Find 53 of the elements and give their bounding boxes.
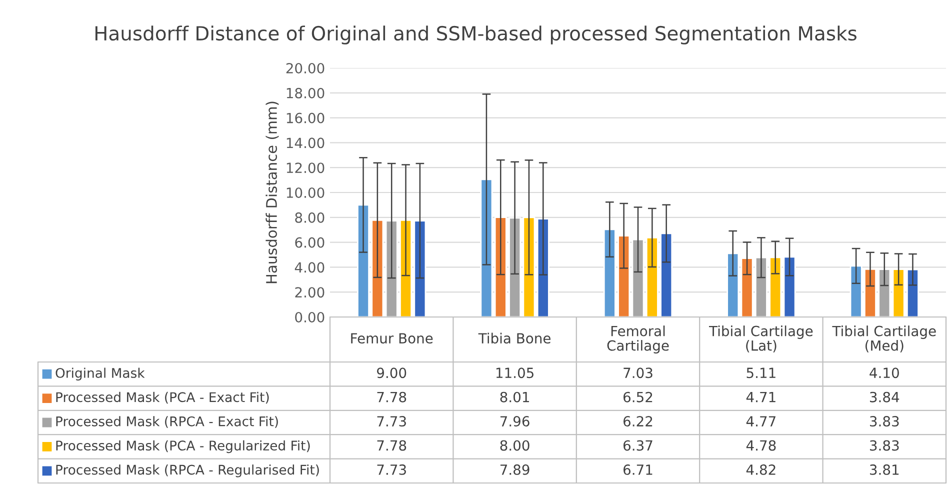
legend-label: Original Mask: [56, 368, 145, 380]
data-label: 11.05: [496, 368, 534, 378]
y-tick-label: 12.00: [286, 162, 324, 174]
y-tick-label: 6.00: [295, 237, 324, 248]
data-label: 7.78: [377, 392, 406, 402]
x-tick-label: Tibial Cartilage (Lat): [708, 326, 813, 352]
x-tick-label: Tibial Cartilage (Med): [832, 326, 936, 352]
data-label: 6.52: [624, 392, 652, 402]
y-tick-label: 14.00: [286, 138, 324, 148]
data-label: 3.81: [870, 464, 899, 475]
data-label: 4.78: [746, 440, 776, 451]
y-tick-label: 0.00: [295, 312, 324, 322]
y-tick-label: 4.00: [294, 262, 324, 273]
x-tick-label: Femur Bone: [351, 333, 433, 344]
data-label: 7.73: [377, 464, 406, 475]
y-tick-label: 2.00: [295, 287, 324, 298]
data-label: 4.77: [746, 416, 776, 426]
legend-label: Processed Mask (RPCA - Exact Fit): [56, 416, 278, 428]
data-label: 9.00: [377, 368, 406, 378]
legend-label: Processed Mask (PCA - Exact Fit): [56, 392, 269, 404]
data-label: 3.83: [870, 440, 899, 451]
x-tick-label: Tibia Bone: [478, 332, 550, 344]
legend-label: Processed Mask (RPCA - Regularised Fit): [56, 464, 319, 478]
data-label: 7.03: [624, 368, 652, 378]
legend-label: Processed Mask (PCA - Regularized Fit): [56, 440, 310, 454]
y-tick-label: 16.00: [286, 112, 324, 124]
data-label: 7.96: [500, 416, 530, 427]
y-tick-label: 20.00: [286, 62, 324, 74]
data-label: 7.89: [500, 464, 530, 475]
data-label: 4.71: [746, 392, 776, 402]
data-label: 4.82: [746, 464, 776, 475]
data-label: 5.11: [746, 368, 776, 378]
bar: [480, 178, 493, 317]
y-axis-title: Hausdorff Distance (mm): [266, 102, 279, 284]
x-tick-label: Femoral Cartilage: [607, 326, 669, 354]
data-label: 6.71: [624, 464, 652, 475]
bar: [726, 252, 740, 317]
data-label: 8.01: [500, 392, 529, 402]
data-label: 6.37: [624, 440, 652, 451]
data-label: 7.78: [377, 440, 406, 451]
data-label: 7.73: [377, 416, 406, 427]
data-label: 3.84: [870, 392, 900, 402]
data-label: 4.10: [870, 368, 899, 378]
y-tick-label: 8.00: [295, 212, 324, 223]
bar: [632, 238, 644, 317]
bar: [783, 256, 796, 317]
chart-title: Hausdorff Distance of Original and SSM-based processed Segmentation Masks: [95, 26, 856, 44]
data-label: 6.22: [624, 416, 652, 427]
y-tick-label: 10.00: [286, 187, 324, 198]
data-label: 3.83: [870, 416, 899, 427]
y-tick-label: 18.00: [286, 88, 324, 98]
bar: [536, 218, 550, 317]
data-label: 8.00: [500, 440, 530, 451]
